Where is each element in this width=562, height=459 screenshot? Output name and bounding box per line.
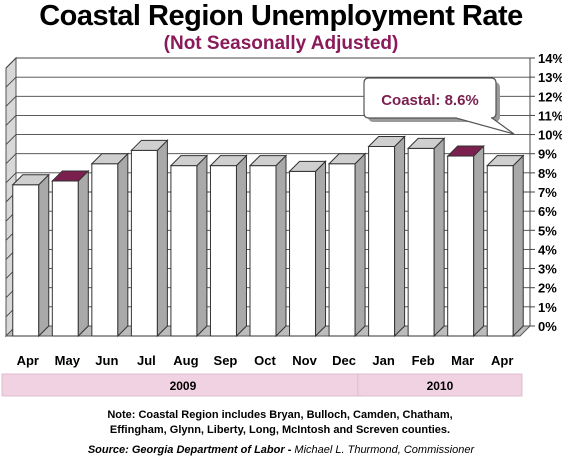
x-tick-label: Aug: [173, 353, 198, 368]
bar-front: [51, 180, 79, 337]
unemployment-bar-chart: 0% 1% 2% 3% 4% 5% 6% 7% 8% 9% 10% 11% 12% 13% 14% Apr Ma…: [1, 51, 562, 397]
x-tick-label: Feb: [412, 353, 435, 368]
bar: [486, 154, 525, 338]
source-commissioner: Michael L. Thurmond, Commissioner: [291, 444, 475, 456]
bar-side: [156, 139, 168, 338]
year-band: [357, 373, 523, 397]
bar-top: [288, 160, 327, 172]
bar-front: [328, 163, 356, 337]
y-tick-label: 8%: [538, 166, 557, 181]
bar-front: [289, 170, 317, 337]
bar-top: [11, 174, 50, 186]
source-line: Source: Georgia Department of Labor - Mi…: [0, 444, 562, 456]
y-tick-label: 1%: [538, 300, 557, 315]
footnote-line-2: Effingham, Glynn, Liberty, Long, McIntos…: [109, 424, 451, 436]
bar: [288, 160, 327, 338]
bar: [169, 154, 209, 338]
bar: [327, 152, 367, 338]
bar: [406, 137, 446, 338]
bar: [209, 154, 248, 338]
bar-side: [235, 154, 247, 338]
bar-front: [91, 163, 119, 337]
year-label: 2010: [427, 379, 454, 393]
bar-front: [12, 184, 40, 337]
callout-label: Coastal: 8.6%: [381, 92, 479, 109]
bar-front: [447, 155, 475, 337]
y-tick-label: 6%: [538, 204, 557, 219]
bar-front: [209, 165, 237, 337]
bar-top: [130, 139, 169, 151]
bar-side: [196, 154, 208, 338]
bar-side: [394, 135, 406, 338]
footnote-line-1: Note: Coastal Region includes Bryan, Bul…: [107, 409, 453, 421]
y-tick-label: 13%: [538, 70, 562, 85]
x-tick-label: Dec: [332, 353, 356, 368]
bar: [11, 173, 50, 338]
gridline: [5, 57, 530, 69]
bar-side: [117, 152, 129, 338]
source-label: Source: Georgia Department of Labor -: [87, 444, 292, 456]
y-tick-label: 3%: [538, 262, 557, 277]
y-tick-label: 10%: [538, 128, 562, 143]
x-tick-label: Sep: [214, 353, 238, 368]
bar-top: [446, 145, 485, 157]
y-tick-label: 4%: [538, 242, 557, 257]
x-tick-label: Apr: [491, 353, 513, 368]
bar-front: [249, 165, 277, 337]
x-tick-label: Jan: [372, 353, 394, 368]
year-label: 2009: [170, 379, 197, 393]
x-tick-label: Oct: [254, 353, 276, 368]
bar-top: [169, 155, 209, 167]
y-tick-label: 2%: [538, 281, 557, 296]
bar-front: [486, 165, 514, 337]
bar-front: [170, 165, 198, 337]
footnote: Note: Coastal Region includes Bryan, Bul…: [60, 408, 500, 438]
bar-top: [367, 135, 406, 147]
x-tick-label: Mar: [451, 353, 474, 368]
bar-front: [368, 145, 396, 337]
bar: [51, 169, 90, 338]
chart-subtitle: (Not Seasonally Adjusted): [163, 33, 399, 54]
gridline: [5, 76, 530, 88]
bar-top: [406, 137, 446, 149]
y-tick-label: 11%: [538, 108, 562, 123]
y-tick-label: 14%: [538, 51, 562, 66]
y-tick-label: 7%: [538, 185, 557, 200]
chart-title: Coastal Region Unemployment Rate: [39, 0, 523, 32]
bar-top: [327, 153, 367, 165]
x-tick-label: Apr: [17, 353, 39, 368]
y-tick-label: 0%: [538, 319, 557, 334]
callout-box: [363, 77, 515, 135]
x-tick-label: May: [55, 353, 81, 368]
gridline: [5, 114, 530, 126]
bar-side: [315, 160, 327, 338]
x-tick-label: Jun: [95, 353, 118, 368]
bar-side: [512, 154, 524, 338]
gridline: [5, 95, 530, 107]
bar-side: [473, 144, 485, 338]
bar-front: [407, 147, 435, 337]
bar: [248, 154, 288, 338]
y-tick-label: 5%: [538, 223, 557, 238]
bar-side: [77, 169, 89, 338]
bar-top: [248, 155, 288, 167]
bar-top: [90, 153, 130, 165]
x-tick-label: Jul: [137, 353, 156, 368]
y-tick-label: 12%: [538, 89, 562, 104]
bar: [90, 152, 130, 338]
bar-side: [275, 154, 287, 338]
bar-top: [209, 155, 248, 167]
gridline: [5, 134, 530, 145]
x-tick-label: Nov: [292, 353, 317, 368]
bar-side: [433, 137, 445, 338]
bar-side: [38, 173, 50, 338]
bar: [446, 144, 485, 338]
bar-side: [354, 152, 366, 338]
bar: [130, 139, 169, 338]
bar-top: [486, 155, 525, 167]
y-tick-label: 9%: [538, 147, 557, 162]
bar: [367, 135, 406, 338]
bar-top: [51, 170, 90, 182]
bar-front: [130, 149, 158, 337]
